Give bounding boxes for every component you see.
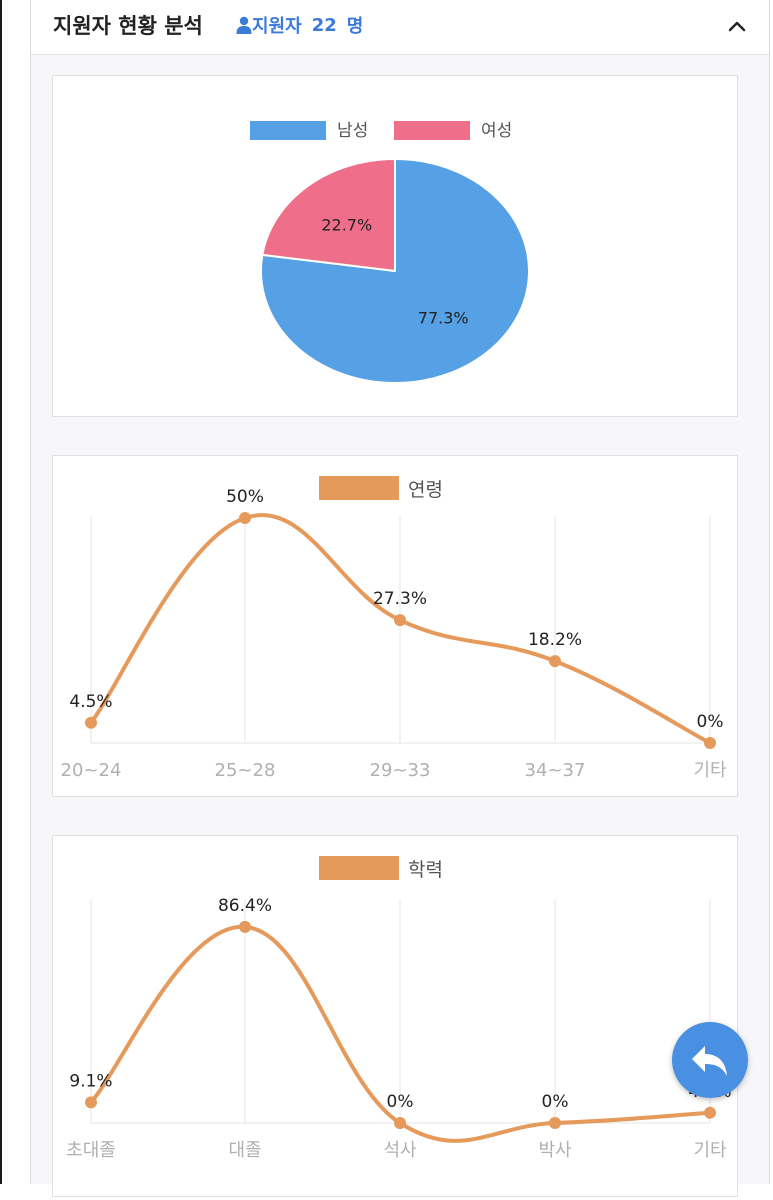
data-value-label: 0% bbox=[387, 1092, 414, 1112]
data-point bbox=[85, 1096, 97, 1109]
data-value-label: 86.4% bbox=[218, 896, 272, 916]
legend-label: 연령 bbox=[408, 479, 443, 501]
x-tick-label: 기타 bbox=[693, 760, 727, 781]
data-value-label: 18.2% bbox=[528, 630, 582, 650]
data-point bbox=[394, 1117, 406, 1129]
data-value-label: 50% bbox=[226, 487, 264, 507]
legend-swatch bbox=[394, 121, 470, 140]
applicant-count-value: 22 bbox=[311, 14, 337, 36]
applicant-count-unit: 명 bbox=[346, 16, 364, 37]
data-point bbox=[549, 1117, 561, 1129]
data-point bbox=[85, 716, 97, 729]
data-point bbox=[549, 655, 561, 668]
legend-swatch bbox=[319, 476, 399, 500]
x-tick-label: 기타 bbox=[693, 1140, 727, 1161]
applicant-count-label: 지원자 bbox=[252, 16, 302, 37]
legend-label: 여성 bbox=[481, 121, 512, 141]
data-point bbox=[394, 614, 406, 627]
pie-value-label: 22.7% bbox=[321, 215, 372, 234]
series-line bbox=[89, 924, 712, 1143]
data-value-label: 0% bbox=[542, 1092, 569, 1112]
pie-value-label: 77.3% bbox=[418, 309, 469, 328]
gender-chart-card: 남성 여성 77.3% 22.7% bbox=[52, 75, 738, 417]
x-tick-label: 20~24 bbox=[61, 760, 122, 781]
legend-label: 학력 bbox=[408, 859, 443, 881]
x-tick-label: 34~37 bbox=[525, 760, 586, 781]
x-tick-label: 25~28 bbox=[215, 760, 276, 781]
data-point bbox=[239, 920, 251, 933]
data-point bbox=[239, 512, 251, 524]
panel-title: 지원자 현황 분석 bbox=[53, 14, 203, 38]
data-value-label: 4.5% bbox=[69, 692, 112, 712]
x-tick-label: 석사 bbox=[383, 1140, 417, 1161]
legend-swatch bbox=[250, 121, 326, 140]
data-value-label: 27.3% bbox=[373, 589, 427, 609]
undo-arrow-icon bbox=[692, 1046, 727, 1076]
data-value-label: 9.1% bbox=[69, 1071, 112, 1091]
legend-label: 남성 bbox=[337, 121, 368, 141]
legend-swatch bbox=[319, 856, 399, 880]
back-button[interactable] bbox=[672, 1022, 748, 1098]
x-tick-label: 대졸 bbox=[228, 1140, 261, 1161]
series-line bbox=[89, 513, 712, 745]
age-chart-card: 연령 20~24 25~28 29~33 34~37 기타 4.5% 50% 27.3% 18.2… bbox=[52, 455, 738, 797]
x-tick-label: 29~33 bbox=[370, 760, 431, 781]
window-edge bbox=[0, 0, 2, 1184]
age-line-chart: 연령 20~24 25~28 29~33 34~37 기타 4.5% 50% 27.3% 18.2… bbox=[61, 476, 727, 781]
data-point bbox=[704, 1106, 716, 1119]
x-tick-label: 박사 bbox=[538, 1140, 572, 1161]
person-icon bbox=[236, 16, 252, 34]
data-value-label: 0% bbox=[697, 712, 724, 732]
gender-pie-chart: 남성 여성 77.3% 22.7% bbox=[250, 121, 530, 384]
chevron-up-icon[interactable] bbox=[725, 14, 749, 38]
panel-header[interactable]: 지원자 현황 분석 지원자 22 명 bbox=[31, 0, 769, 55]
x-tick-label: 초대졸 bbox=[66, 1140, 116, 1161]
panel-body: 남성 여성 77.3% 22.7% 연령 20~24 25~28 29~33 34~37 기타 4… bbox=[31, 55, 769, 1197]
data-point bbox=[704, 737, 716, 749]
applicant-count: 지원자 22 명 bbox=[236, 12, 363, 38]
applicant-analysis-panel: 지원자 현황 분석 지원자 22 명 남성 여성 77.3% 22.7% 연령 20~2… bbox=[30, 0, 770, 1197]
pie-slice bbox=[261, 157, 396, 273]
